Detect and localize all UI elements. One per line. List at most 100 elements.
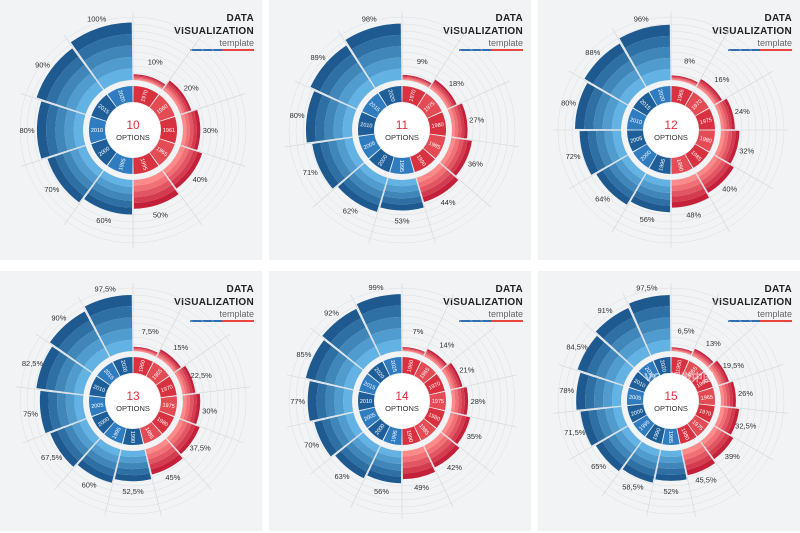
bar-band (671, 77, 697, 85)
guide-line (162, 34, 203, 90)
bar-segment-5 (714, 406, 740, 435)
bar-band (596, 408, 614, 438)
bar-segment-11 (345, 23, 402, 88)
year-label: 2010 (360, 122, 373, 130)
year-label: 2010 (92, 384, 106, 394)
year-label: 1980 (431, 122, 444, 130)
guide-line (718, 364, 784, 386)
year-label: 1961 (163, 128, 175, 134)
year-cell (107, 152, 133, 174)
bar-segment-7 (402, 446, 436, 480)
guide-line (182, 386, 251, 396)
bar-band (133, 347, 158, 355)
value-label: 42% (447, 463, 462, 472)
year-cell (359, 373, 380, 395)
chart-panel-14: DATA VISUALIZATION template 7% 1960 14% 1965 21… (269, 271, 531, 531)
bar-band (703, 428, 722, 449)
bar-band (605, 407, 621, 434)
year-label: 2020 (656, 89, 665, 102)
bar-band (605, 355, 627, 382)
value-label: 30% (203, 126, 218, 135)
bar-segment-6 (380, 178, 424, 211)
bar-band (166, 419, 184, 442)
value-label: 45% (165, 473, 180, 482)
bar-band (453, 106, 462, 138)
bar-band (159, 350, 180, 370)
bar-band (626, 346, 651, 368)
bar-band (105, 339, 133, 357)
bar-band (402, 346, 425, 353)
value-label: 32% (739, 146, 754, 155)
bar-band (164, 86, 185, 114)
bar-band (721, 407, 732, 431)
value-label: 58,5% (622, 483, 644, 492)
header-title-line1: DATA (764, 284, 792, 295)
bar-band (696, 155, 718, 177)
bar-segment-7 (681, 441, 716, 476)
bar-band (418, 166, 447, 188)
value-label: 90% (35, 60, 50, 69)
chart-panel-13: DATA VISUALIZATION template 7,5% 1960 15% 1965… (0, 271, 262, 531)
bar-band (681, 441, 703, 455)
year-cell (358, 134, 381, 159)
bar-band (46, 56, 85, 105)
value-label: 90% (51, 313, 66, 322)
bar-band (671, 347, 693, 353)
bar-band (329, 416, 350, 447)
bar-band (601, 60, 636, 95)
bar-band (603, 380, 615, 408)
bar-band (385, 184, 419, 193)
guide-line (312, 162, 365, 208)
bar-band (402, 451, 428, 463)
guide-line (309, 327, 364, 371)
bar-segment-10 (575, 83, 628, 130)
year-cell (677, 423, 697, 444)
bar-band (160, 349, 181, 369)
bar-band (443, 367, 456, 389)
bar-band (683, 446, 706, 460)
bar-band (596, 170, 631, 205)
year-label: 1980 (699, 136, 712, 145)
year-label: 1970 (408, 89, 417, 102)
bar-band (624, 35, 670, 58)
bar-band (714, 130, 725, 157)
bar-segment-11 (584, 43, 646, 105)
header-title-line1: DATA (495, 284, 523, 295)
bar-band (698, 82, 719, 103)
bar-band (352, 437, 377, 459)
bar-band (715, 360, 729, 383)
bar-band (658, 455, 684, 463)
guide-line (720, 405, 789, 414)
bar-band (174, 371, 186, 395)
bar-band (346, 337, 376, 363)
year-cell (402, 426, 421, 445)
year-label: 1980 (155, 416, 168, 428)
bar-segment-3 (174, 365, 196, 395)
bar-band (48, 391, 62, 431)
bar-band (727, 130, 740, 164)
bar-segment-4 (440, 137, 472, 176)
year-cell (627, 108, 647, 130)
bar-segment-9 (36, 48, 104, 114)
guide-line (286, 374, 354, 391)
chart-panel-12: DATA VISUALIZATION template 8% 1965 16% 1970 24… (538, 0, 800, 260)
bar-band (449, 362, 463, 388)
year-cell (91, 94, 117, 122)
bar-segment-3 (708, 360, 729, 385)
value-label: 77% (290, 397, 305, 406)
year-cell (133, 86, 159, 108)
guide-line (451, 136, 519, 148)
guide-line (22, 418, 87, 444)
year-label: 2020 (116, 89, 125, 103)
bar-band (685, 454, 712, 471)
year-cell (369, 148, 394, 173)
bar-band (727, 382, 733, 407)
year-cell (414, 361, 437, 384)
bar-band (718, 385, 724, 406)
bar-segment-14 (595, 308, 651, 368)
value-label: 97,5% (95, 284, 117, 293)
bar-band (402, 456, 431, 468)
bar-segment-7 (337, 163, 388, 212)
